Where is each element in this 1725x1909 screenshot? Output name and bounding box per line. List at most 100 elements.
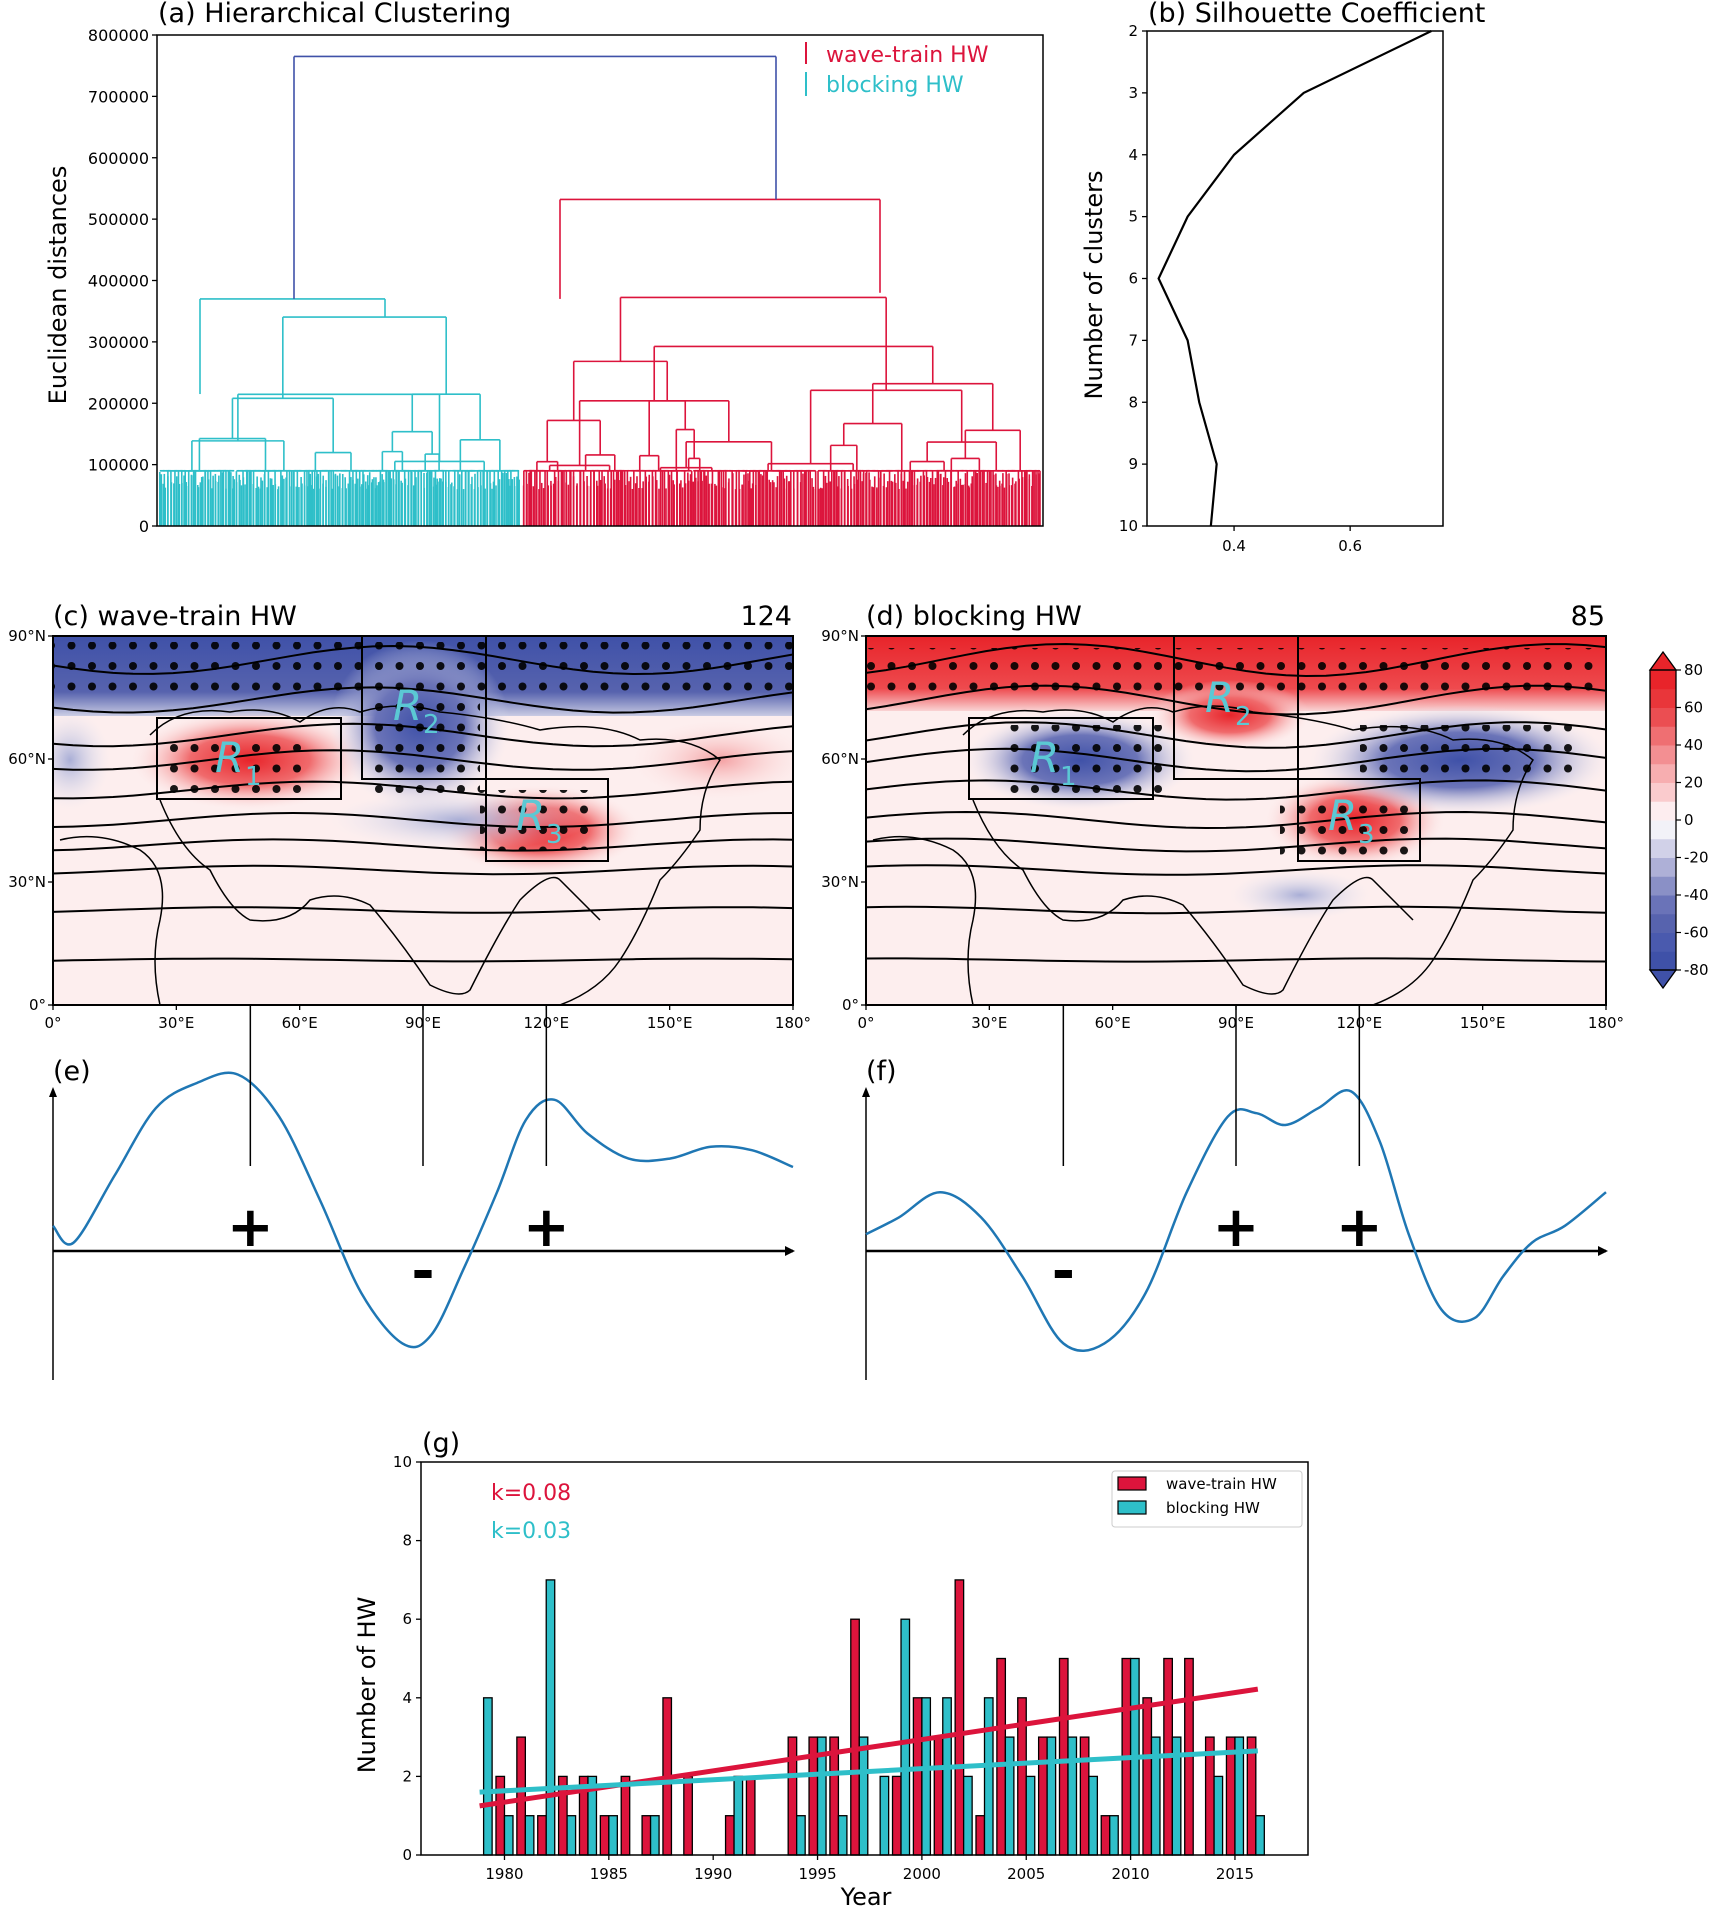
bar-wave-train-1982 [537, 1815, 547, 1856]
bar-wave-train-1997 [850, 1618, 860, 1856]
panel-b-ylabel: Number of clusters [1080, 171, 1108, 400]
significance-dots-east [1360, 725, 1580, 785]
panel-f-title: (f) [866, 1056, 897, 1087]
legend-swatch-wave-train [1117, 1476, 1147, 1491]
lon-tick-label: 0° [44, 1014, 61, 1032]
ytick-label: 8 [402, 1532, 412, 1550]
contour-line [53, 722, 793, 748]
contour-line [866, 905, 1606, 915]
ytick-label: 2 [1128, 22, 1138, 40]
contour-line [866, 747, 1606, 773]
panel-a-title: (a) Hierarchical Clustering [158, 0, 511, 29]
significance-dots-polar [866, 648, 1606, 696]
ytick-label: 400000 [88, 272, 149, 291]
bar-wave-train-2006 [1037, 1736, 1048, 1856]
bar-wave-train-2004 [996, 1657, 1007, 1856]
xtick-label: 1985 [590, 1865, 628, 1883]
anomaly-west [53, 710, 110, 810]
panel-g-ticks: 0 2 4 6 8 10 1980 1985 1990 1995 2000 2005 2010 2015 [393, 1453, 1254, 1883]
lon-tick-label: 30°E [971, 1014, 1007, 1032]
lon-tick-label: 150°E [647, 1014, 693, 1032]
region-sub-r3: 3 [546, 820, 563, 850]
bar-wave-train-2005 [1017, 1697, 1027, 1856]
colorbar-tick-label: 40 [1684, 736, 1703, 754]
bar-blocking-1987 [649, 1815, 660, 1856]
ytick-label: 10 [1119, 517, 1138, 535]
colorbar-segment [1650, 726, 1676, 746]
panel-a-legend: wave-train HW blocking HW [805, 42, 989, 98]
coastlines [59, 705, 721, 1005]
contour-line [866, 642, 1606, 678]
ytick-label: 5 [1128, 208, 1138, 226]
colorbar: 80 60 40 20 0 -20 -40 -60 -80 [1648, 650, 1709, 990]
y-axis-arrow [862, 1087, 870, 1097]
colorbar-segment [1650, 857, 1676, 877]
colorbar-segment [1650, 782, 1676, 802]
ytick-label: 6 [402, 1610, 412, 1628]
region-labels: R 1 R 2 R 3 [1030, 673, 1375, 850]
region-sub-r1: 1 [245, 762, 262, 792]
sign-marker: + [1336, 1195, 1383, 1260]
ytick-label: 100000 [88, 456, 149, 475]
bar-blocking-2002 [962, 1775, 973, 1856]
sign-marker: - [411, 1239, 434, 1304]
bar-wave-train-2009 [1100, 1815, 1111, 1856]
lon-tick-label: 30°E [158, 1014, 194, 1032]
lon-tick-label: 0° [857, 1014, 874, 1032]
panel-g-bars: (g) Year Number of HW 0 2 4 6 8 10 1980 1985 199… [353, 1428, 1309, 1909]
bar-wave-train-2011 [1142, 1697, 1153, 1856]
box-r3 [485, 778, 609, 862]
ytick-label: 300000 [88, 333, 149, 352]
region-label-r3: R [1328, 791, 1357, 840]
lat-tick-label: 0° [842, 996, 859, 1014]
colorbar-segment [1650, 801, 1676, 821]
lat-tick-label: 90°N [821, 627, 859, 645]
contour-line [53, 780, 793, 800]
contour-line [866, 864, 1606, 876]
ytick-label: 700000 [88, 87, 149, 106]
lat-tick-label: 60°N [8, 750, 46, 768]
panel-g-legend: wave-train HW blocking HW [1111, 1470, 1303, 1528]
contour-line [53, 906, 793, 914]
contour-line [53, 644, 793, 676]
lat-tick-label: 60°N [821, 750, 859, 768]
bar-wave-train-1981 [516, 1736, 527, 1856]
colorbar-tick-label: -80 [1684, 961, 1709, 979]
xtick-label: 1980 [485, 1865, 523, 1883]
bar-blocking-2008 [1088, 1775, 1099, 1856]
panel-a-tree [158, 55, 1041, 526]
legend-box [1111, 1470, 1303, 1528]
ytick-label: 800000 [88, 26, 149, 45]
colorbar-tick-label: -40 [1684, 886, 1709, 904]
lon-tick-label: 180° [775, 1014, 811, 1032]
ytick-label: 0 [402, 1846, 412, 1864]
bar-wave-train-2003 [975, 1815, 986, 1856]
legend-label-wave-train: wave-train HW [826, 43, 989, 68]
colorbar-segment [1650, 876, 1676, 896]
panel-c-title: (c) wave-train HW [53, 601, 297, 632]
panel-c-count: 124 [740, 601, 792, 632]
x-axis-arrow [1598, 1246, 1608, 1256]
panel-a-yticks: 0 100000 200000 300000 400000 500000 600000 700… [88, 26, 157, 536]
sign-marker: - [1052, 1239, 1075, 1304]
sign-marker: + [227, 1195, 274, 1260]
wave-curve [865, 1089, 1607, 1352]
region-label-r1: R [215, 733, 244, 782]
legend-swatch-blocking [1117, 1500, 1147, 1515]
legend-label-blocking: blocking HW [826, 73, 964, 98]
contour-line [866, 721, 1606, 749]
box-r3 [1297, 778, 1421, 862]
bar-blocking-1983 [566, 1815, 577, 1856]
panel-a-dendrogram: (a) Hierarchical Clustering Euclidean di… [44, 0, 1044, 536]
colorbar-tick-label: 0 [1684, 811, 1694, 829]
lon-tick-label: 60°E [1095, 1014, 1131, 1032]
bar-wave-train-2008 [1079, 1736, 1090, 1856]
panel-g-xlabel: Year [840, 1883, 892, 1909]
bar-blocking-1996 [837, 1815, 848, 1856]
bar-blocking-1998 [879, 1775, 890, 1856]
bar-wave-train-2000 [912, 1697, 923, 1856]
region-boxes [156, 635, 609, 862]
colorbar-tick-label: 20 [1684, 774, 1703, 792]
panel-d-ticks: 0° 30°E 60°E 90°E 120°E 150°E 180°0°30°N60°N90… [821, 627, 1624, 1032]
